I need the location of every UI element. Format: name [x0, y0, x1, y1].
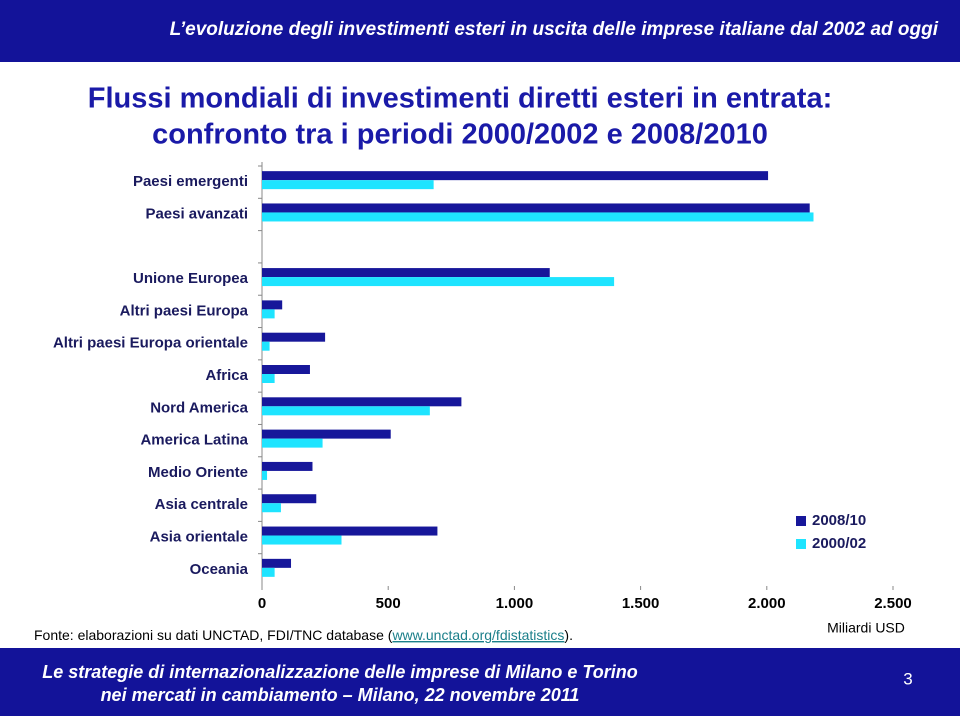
source: Fonte: elaborazioni su dati UNCTAD, FDI/… [34, 627, 573, 643]
y-tick-label: Asia centrale [155, 496, 248, 513]
y-tick-label: Nord America [150, 399, 248, 416]
header-bar [0, 0, 960, 62]
y-tick-label: Medio Oriente [148, 464, 248, 481]
bar [262, 332, 326, 342]
chart-title: Flussi mondiali di investimenti diretti … [88, 83, 832, 115]
x-axis-label: Miliardi USD [827, 620, 905, 636]
bar [262, 300, 283, 310]
y-tick-label: Asia orientale [150, 529, 248, 546]
bar [262, 503, 281, 513]
bar [262, 558, 292, 568]
page-number: 3 [903, 669, 912, 688]
y-tick-label: Unione Europea [133, 270, 249, 287]
source-link[interactable]: www.unctad.org/fdistatistics [391, 627, 564, 643]
legend-swatch [796, 539, 806, 549]
bar [262, 365, 310, 374]
source-suffix: ). [564, 627, 573, 643]
header-title: L’evoluzione degli investimenti esteri i… [170, 19, 939, 40]
y-tick-label: Altri paesi Europa orientale [53, 335, 248, 352]
x-tick-label: 2.000 [748, 595, 786, 612]
y-tick-label: Africa [205, 367, 248, 384]
x-tick-label: 500 [376, 595, 401, 612]
x-tick-label: 1.000 [496, 595, 534, 612]
footer-line2: nei mercati in cambiamento – Milano, 22 … [101, 685, 580, 705]
bar [262, 212, 814, 222]
y-tick-label: Paesi emergenti [133, 173, 248, 190]
bar [262, 438, 323, 448]
legend-swatch [796, 516, 806, 526]
bar [262, 180, 434, 190]
bar [262, 567, 275, 577]
footer-bar [0, 648, 960, 716]
x-tick-label: 2.500 [874, 595, 912, 612]
y-tick-label: Altri paesi Europa [120, 302, 249, 319]
y-tick-label: Paesi avanzati [145, 205, 248, 222]
source-prefix: Fonte: elaborazioni su dati UNCTAD, FDI/… [34, 627, 393, 643]
x-tick-label: 1.500 [622, 595, 660, 612]
bar [262, 203, 810, 213]
bar [262, 535, 342, 545]
bar [262, 277, 615, 287]
y-tick-label: America Latina [140, 432, 248, 449]
legend-label: 2000/02 [812, 535, 866, 552]
bar [262, 470, 268, 480]
bar [262, 526, 438, 536]
bar [262, 461, 313, 471]
bar [262, 341, 270, 351]
chart-subtitle: confronto tra i periodi 2000/2002 e 2008… [152, 119, 768, 151]
bar [262, 494, 317, 504]
footer-line1: Le strategie di internazionalizzazione d… [42, 662, 637, 682]
bar [262, 268, 550, 278]
legend-label: 2008/10 [812, 512, 866, 529]
bar [262, 406, 430, 416]
bar [262, 374, 275, 383]
bar [262, 171, 769, 181]
bar [262, 397, 462, 407]
bar [262, 429, 391, 439]
bar [262, 309, 275, 319]
x-tick-label: 0 [258, 595, 266, 612]
y-tick-label: Oceania [190, 561, 249, 578]
